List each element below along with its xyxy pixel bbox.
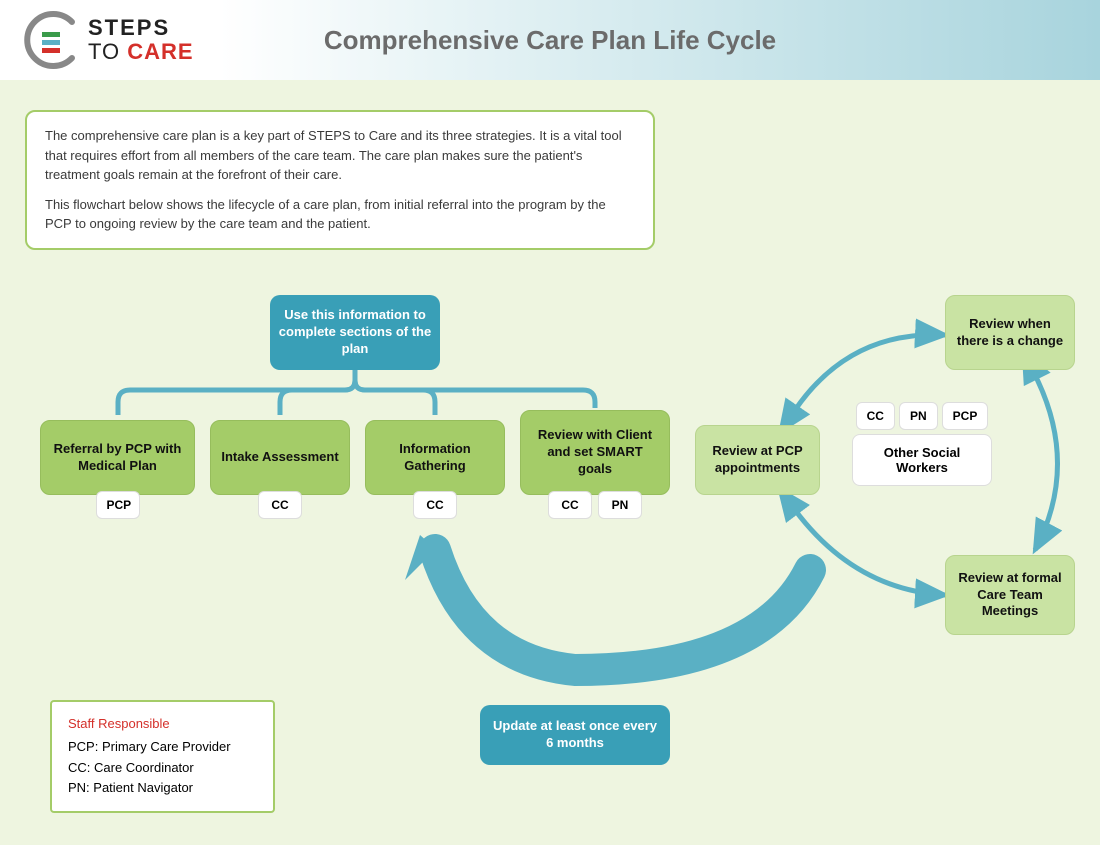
logo-line2: TO CARE: [88, 40, 194, 64]
node-use_info: Use this information to complete section…: [270, 295, 440, 370]
role-tag-cc: CC: [413, 491, 457, 519]
node-review_pcp: Review at PCP appointments: [695, 425, 820, 495]
logo-icon: [20, 10, 80, 70]
role-tag-cc: CC: [548, 491, 592, 519]
role-tag-cc: CC: [258, 491, 302, 519]
role-tag-pcp: PCP: [96, 491, 140, 519]
legend-line: PCP: Primary Care Provider: [68, 737, 257, 758]
role-tag-pn: PN: [598, 491, 642, 519]
flowchart-canvas: The comprehensive care plan is a key par…: [0, 80, 1100, 845]
logo: STEPS TO CARE: [20, 10, 194, 70]
legend-line: PN: Patient Navigator: [68, 778, 257, 799]
role-center-group: CCPNPCP Other Social Workers: [852, 402, 992, 486]
legend-box: Staff Responsible PCP: Primary Care Prov…: [50, 700, 275, 813]
role-tag-pcp: PCP: [942, 402, 989, 430]
node-info_gather: Information Gathering: [365, 420, 505, 495]
intro-p1: The comprehensive care plan is a key par…: [45, 126, 635, 185]
node-review_change: Review when there is a change: [945, 295, 1075, 370]
role-tag-pn: PN: [899, 402, 938, 430]
page-title: Comprehensive Care Plan Life Cycle: [324, 25, 776, 56]
header: STEPS TO CARE Comprehensive Care Plan Li…: [0, 0, 1100, 80]
legend-title: Staff Responsible: [68, 714, 257, 735]
role-other-social-workers: Other Social Workers: [852, 434, 992, 486]
node-referral: Referral by PCP with Medical Plan: [40, 420, 195, 495]
intro-box: The comprehensive care plan is a key par…: [25, 110, 655, 250]
legend-line: CC: Care Coordinator: [68, 758, 257, 779]
logo-line1: STEPS: [88, 16, 194, 40]
node-review_meetings: Review at formal Care Team Meetings: [945, 555, 1075, 635]
role-tag-cc: CC: [856, 402, 895, 430]
node-update: Update at least once every 6 months: [480, 705, 670, 765]
node-review_client: Review with Client and set SMART goals: [520, 410, 670, 495]
node-intake: Intake Assessment: [210, 420, 350, 495]
intro-p2: This flowchart below shows the lifecycle…: [45, 195, 635, 234]
logo-text: STEPS TO CARE: [88, 16, 194, 64]
